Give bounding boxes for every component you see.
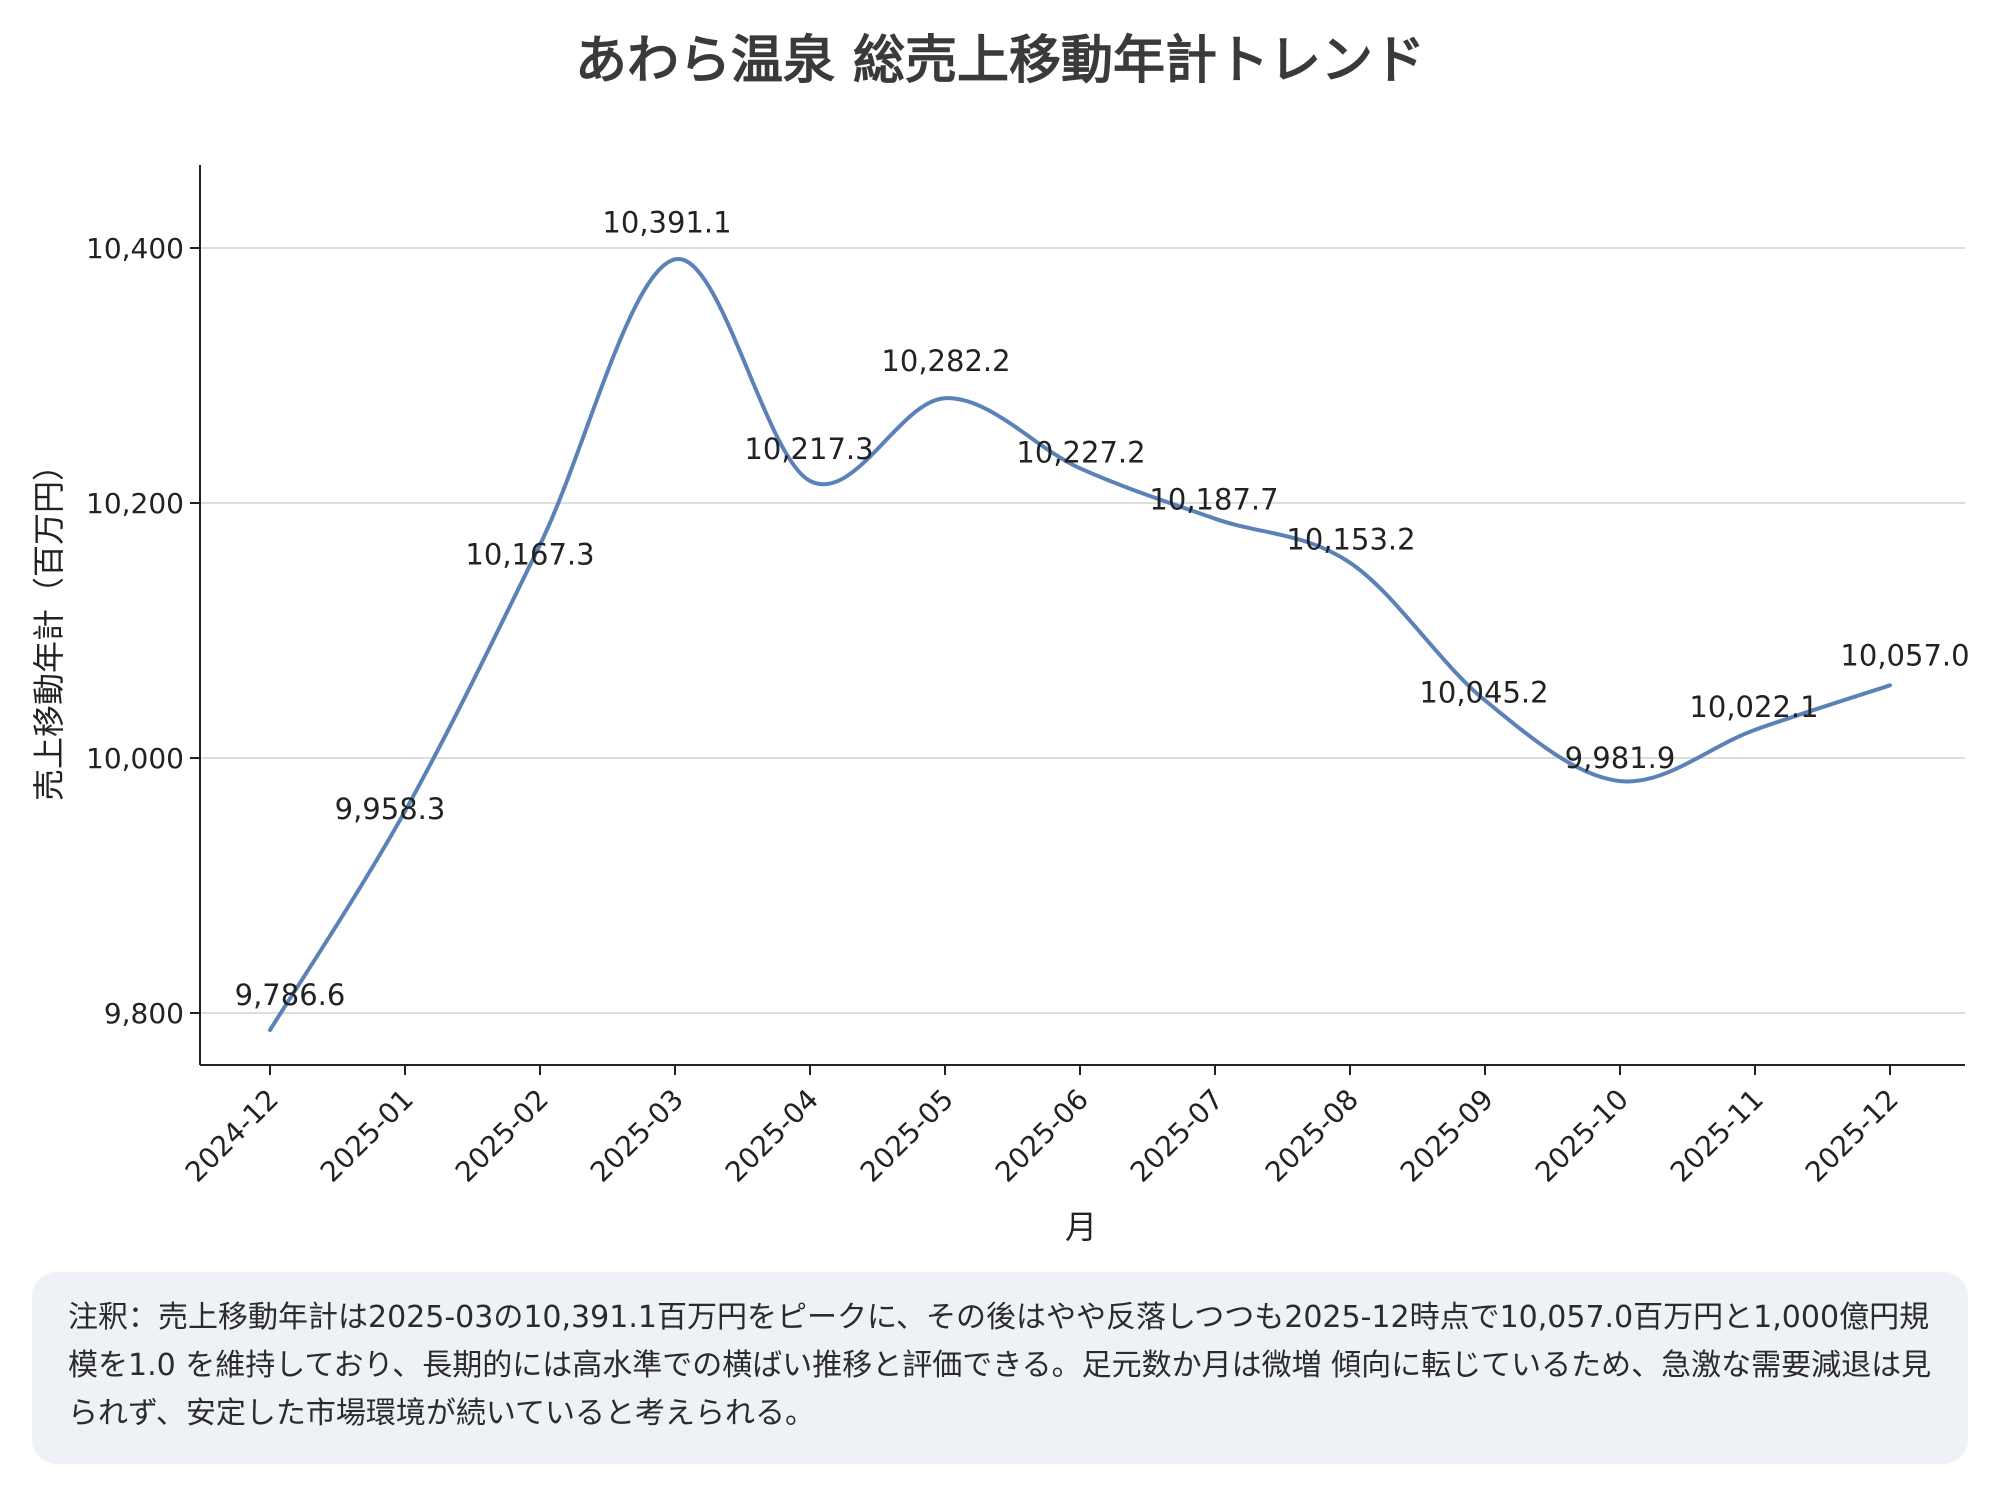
x-tick-label: 2025-10 (1529, 1083, 1635, 1189)
data-label: 9,981.9 (1565, 741, 1676, 775)
series-line (268, 257, 1892, 1033)
x-tick-label: 2025-12 (1799, 1083, 1905, 1189)
line-chart: あわら温泉 総売上移動年計トレンド 9,800 10,000 10,200 10,40… (30, 31, 1970, 1246)
data-label: 9,958.3 (335, 792, 446, 826)
data-label: 10,153.2 (1286, 523, 1415, 557)
x-tick-label: 2025-05 (854, 1083, 960, 1189)
series (268, 257, 1892, 1033)
y-tick-label: 10,400 (86, 232, 184, 265)
data-label: 10,022.1 (1689, 690, 1818, 724)
chart-title: あわら温泉 総売上移動年計トレンド (575, 31, 1425, 91)
x-tick-label: 2025-01 (314, 1083, 420, 1189)
y-ticks: 9,800 10,000 10,200 10,400 (86, 232, 200, 1030)
y-tick-label: 10,200 (86, 487, 184, 520)
data-label: 10,227.2 (1016, 435, 1145, 469)
x-ticks: 2024-12 2025-01 2025-02 2025-03 2025-04 2025-… (179, 1065, 1905, 1189)
data-label: 10,057.0 (1840, 638, 1969, 672)
x-tick-label: 2025-08 (1259, 1083, 1365, 1189)
axes (199, 165, 1965, 1066)
note-text: 注釈：売上移動年計は2025-03の10,391.1百万円をピークに、その後はや… (68, 1300, 1932, 1431)
data-label: 10,187.7 (1149, 483, 1278, 517)
data-label: 10,045.2 (1419, 675, 1548, 709)
data-label: 10,282.2 (881, 344, 1010, 378)
data-label: 10,217.3 (744, 432, 873, 466)
x-tick-label: 2025-02 (449, 1083, 555, 1189)
y-tick-label: 10,000 (86, 742, 184, 775)
y-axis-label: 売上移動年計（百万円） (30, 449, 68, 801)
gridlines (200, 247, 1965, 1014)
x-tick-label: 2025-03 (584, 1083, 690, 1189)
data-label: 10,391.1 (602, 205, 731, 239)
x-tick-label: 2025-06 (989, 1083, 1095, 1189)
data-label: 9,786.6 (235, 978, 346, 1012)
x-tick-label: 2025-07 (1124, 1083, 1230, 1189)
x-axis-label: 月 (1065, 1208, 1097, 1246)
note-box: 注釈：売上移動年計は2025-03の10,391.1百万円をピークに、その後はや… (32, 1272, 1968, 1464)
x-tick-label: 2025-11 (1664, 1083, 1770, 1189)
y-tick-label: 9,800 (104, 997, 184, 1030)
x-tick-label: 2025-04 (719, 1083, 825, 1189)
data-labels: 9,786.6 9,958.3 10,167.3 10,391.1 10,217.3 10… (235, 205, 1970, 1012)
data-label: 10,167.3 (465, 538, 594, 572)
x-tick-label: 2024-12 (179, 1083, 285, 1189)
x-tick-label: 2025-09 (1394, 1083, 1500, 1189)
